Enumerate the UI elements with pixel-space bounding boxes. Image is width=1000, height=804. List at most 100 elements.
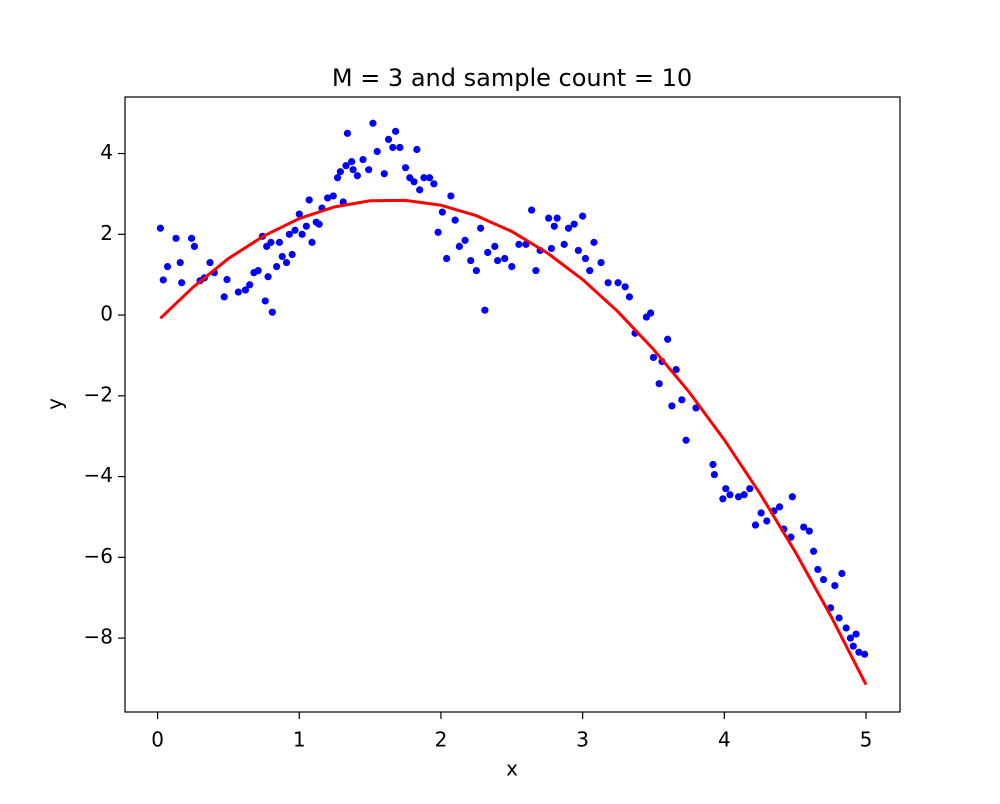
scatter-point	[581, 254, 590, 263]
scatter-point	[389, 143, 397, 152]
x-axis-label: x	[506, 757, 518, 781]
scatter-point	[528, 206, 536, 214]
scatter-point	[819, 575, 828, 584]
scatter-point	[373, 147, 381, 156]
scatter-point	[647, 309, 655, 317]
scatter-point	[410, 178, 418, 186]
scatter-point	[413, 145, 421, 154]
scatter-point	[849, 642, 857, 650]
scatter-point	[349, 166, 357, 174]
fit-line	[159, 198, 868, 686]
scatter-point	[305, 196, 313, 204]
scatter-point	[855, 648, 863, 656]
scatter-point	[223, 275, 231, 284]
scatter-point	[604, 279, 612, 287]
scatter-point	[491, 242, 499, 251]
scatter-point	[574, 246, 582, 255]
scatter-point	[285, 230, 293, 238]
scatter-point	[649, 353, 658, 362]
scatter-point	[678, 396, 686, 404]
scatter-point	[484, 248, 492, 257]
scatter-point	[553, 214, 561, 222]
scatter-point	[852, 630, 860, 638]
scatter-point	[788, 493, 796, 501]
scatter-point	[746, 485, 754, 493]
scatter-point	[579, 212, 587, 220]
scatter-point	[254, 267, 262, 275]
y-tick-label: −2	[84, 382, 113, 406]
scatter-point	[597, 258, 605, 267]
scatter-point	[369, 119, 377, 127]
scatter-point	[420, 174, 428, 182]
scatter-point	[275, 238, 284, 246]
scatter-point	[343, 129, 352, 137]
scatter-point	[467, 256, 475, 265]
x-tick-label: 5	[860, 728, 873, 752]
scatter-point	[272, 262, 281, 271]
scatter-point	[315, 220, 323, 228]
scatter-point	[668, 402, 676, 410]
scatter-point	[187, 234, 196, 242]
scatter-point	[734, 493, 743, 501]
scatter-point	[842, 624, 850, 632]
scatter-point	[380, 170, 388, 178]
scatter-point	[206, 258, 214, 267]
scatter-point	[461, 236, 469, 244]
chart-title: M = 3 and sample count = 10	[332, 64, 692, 92]
scatter-point	[333, 174, 342, 182]
scatter-point	[298, 230, 306, 238]
scatter-point	[359, 155, 367, 164]
scatter-point	[709, 460, 717, 469]
y-tick-label: 2	[100, 221, 113, 245]
scatter-point	[261, 297, 269, 305]
x-tick-label: 4	[718, 728, 731, 752]
scatter-point	[763, 517, 771, 525]
scatter-point	[178, 279, 186, 287]
scatter-point	[472, 267, 480, 275]
scatter-point	[508, 262, 516, 271]
scatter-point	[814, 565, 822, 574]
scatter-point	[163, 262, 172, 271]
scatter-point	[757, 509, 765, 517]
y-tick-label: 4	[100, 140, 113, 164]
scatter-point	[564, 224, 573, 232]
scatter-point	[672, 365, 680, 374]
x-tick-label: 3	[576, 728, 589, 752]
scatter-point	[264, 273, 272, 281]
scatter-point	[438, 208, 446, 216]
scatter-point	[655, 380, 663, 388]
x-tick-label: 0	[151, 728, 164, 752]
scatter-point	[455, 242, 463, 251]
scatter-point	[846, 634, 855, 642]
scatter-point	[570, 220, 578, 228]
scatter-point	[494, 256, 502, 265]
scatter-point	[348, 158, 356, 166]
scatter-point	[451, 216, 459, 224]
scatter-point	[726, 491, 734, 499]
scatter-point	[860, 650, 869, 658]
scatter-point	[234, 288, 242, 296]
scatter-point	[805, 527, 813, 535]
scatter-point	[268, 308, 276, 316]
scatter-point	[625, 293, 633, 301]
scatter-point	[722, 485, 730, 493]
scatter-point	[501, 254, 509, 263]
x-tick-label: 2	[435, 728, 448, 752]
scatter-point	[838, 569, 846, 578]
scatter-point	[515, 240, 523, 248]
scatter-point	[342, 162, 350, 170]
scatter-point	[532, 267, 540, 275]
scatter-point	[426, 174, 434, 182]
scatter-point	[434, 228, 442, 236]
scatter-point	[481, 306, 489, 314]
plot-frame	[124, 96, 901, 713]
scatter-point	[384, 135, 393, 143]
scatter-point	[246, 281, 254, 289]
scatter-point	[835, 614, 843, 622]
y-tick-label: −4	[84, 463, 113, 487]
scatter-point	[220, 293, 228, 301]
scatter-point	[291, 226, 299, 234]
scatter-point	[278, 252, 286, 261]
y-tick-label: 0	[100, 302, 113, 326]
